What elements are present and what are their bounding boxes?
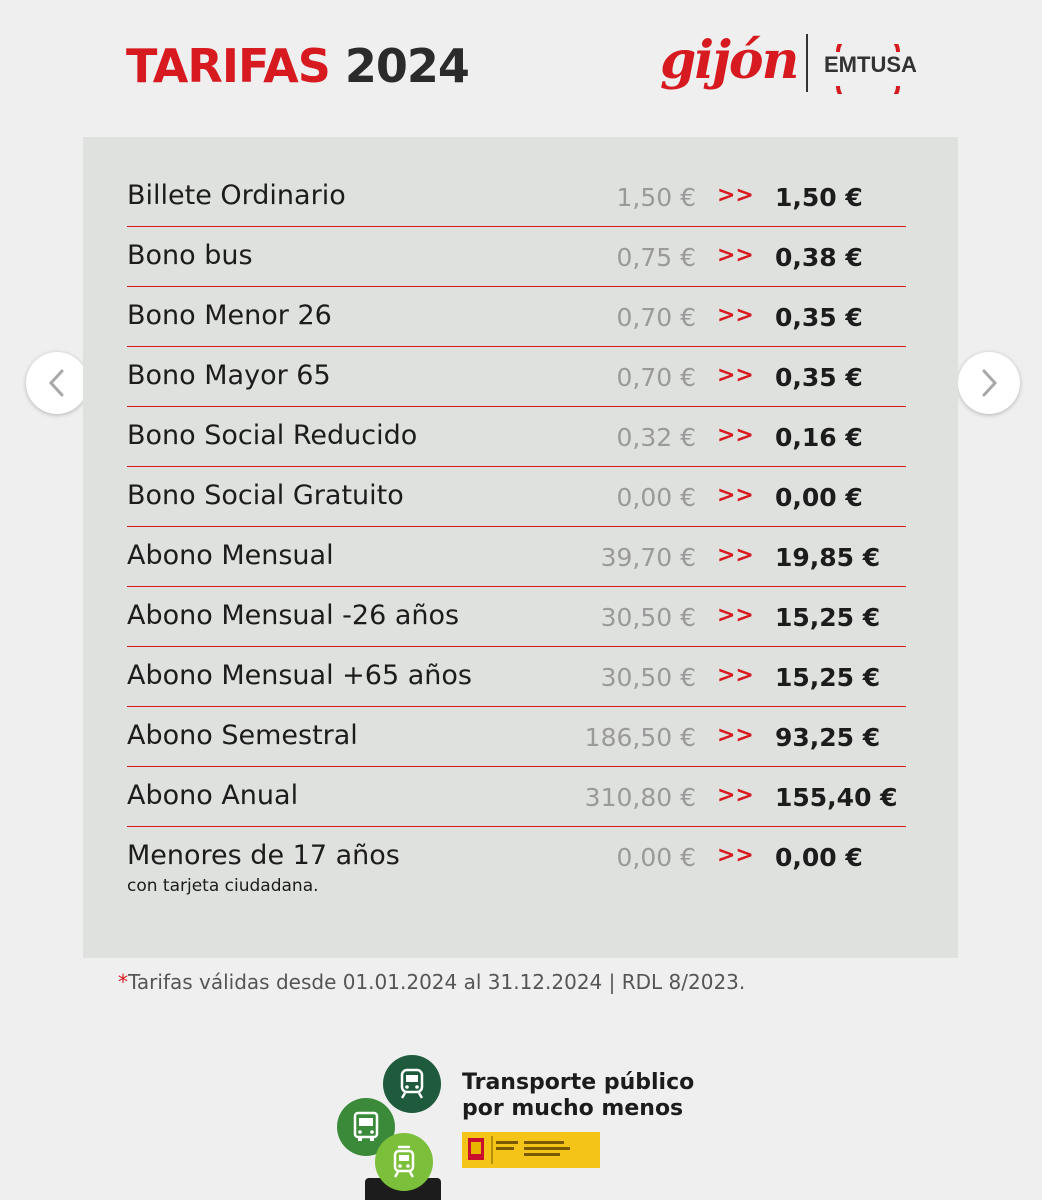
fare-new-price: 0,35 € — [775, 363, 863, 392]
fare-new-price: 19,85 € — [775, 543, 881, 572]
fare-arrow: >> — [717, 783, 754, 808]
fare-row: Billete Ordinario 1,50 € >> 1,50 € — [127, 166, 906, 227]
fare-arrow: >> — [717, 303, 754, 328]
fare-arrow: >> — [717, 183, 754, 208]
fares-panel: Billete Ordinario 1,50 € >> 1,50 € Bono … — [83, 137, 958, 958]
chevron-left-icon — [48, 369, 64, 397]
fare-new-price: 1,50 € — [775, 183, 863, 212]
fare-old-price: 30,50 € — [600, 603, 696, 632]
fare-old-price: 0,75 € — [616, 243, 696, 272]
fare-new-price: 0,35 € — [775, 303, 863, 332]
fare-arrow: >> — [717, 543, 754, 568]
fare-old-price: 0,00 € — [616, 483, 696, 512]
fare-arrow: >> — [717, 483, 754, 508]
fare-new-price: 15,25 € — [775, 603, 881, 632]
fare-old-price: 0,32 € — [616, 423, 696, 452]
fare-arrow: >> — [717, 723, 754, 748]
fare-row: Menores de 17 años con tarjeta ciudadana… — [127, 826, 906, 906]
logo-divider — [806, 34, 808, 92]
fare-name: Bono Mayor 65 — [127, 360, 331, 391]
fare-arrow: >> — [717, 603, 754, 628]
spain-government-crest-icon — [468, 1136, 570, 1164]
title-year: 2024 — [344, 39, 470, 93]
tagline-line-2: por mucho menos — [462, 1096, 684, 1121]
emtusa-logo-text: EMTUSA — [824, 52, 917, 77]
fare-name: Abono Mensual -26 años — [127, 600, 460, 631]
fare-row: Abono Mensual -26 años 30,50 € >> 15,25 … — [127, 586, 906, 647]
footnote-text: Tarifas válidas desde 01.01.2024 al 31.1… — [128, 970, 746, 994]
fare-arrow: >> — [717, 363, 754, 388]
fare-arrow: >> — [717, 243, 754, 268]
fare-arrow: >> — [717, 423, 754, 448]
fare-row: Abono Semestral 186,50 € >> 93,25 € — [127, 706, 906, 767]
fare-row: Abono Mensual 39,70 € >> 19,85 € — [127, 526, 906, 587]
fare-arrow: >> — [717, 843, 754, 868]
fare-new-price: 93,25 € — [775, 723, 881, 752]
fare-arrow: >> — [717, 663, 754, 688]
fare-new-price: 0,38 € — [775, 243, 863, 272]
title-word-tarifas: TARIFAS — [126, 39, 331, 93]
fare-old-price: 310,80 € — [584, 783, 696, 812]
fare-new-price: 15,25 € — [775, 663, 881, 692]
emtusa-logo: EMTUSA — [820, 44, 917, 94]
fare-name: Bono Social Reducido — [127, 420, 418, 451]
fare-old-price: 0,70 € — [616, 303, 696, 332]
validity-footnote: *Tarifas válidas desde 01.01.2024 al 31.… — [118, 970, 745, 994]
fare-row: Abono Mensual +65 años 30,50 € >> 15,25 … — [127, 646, 906, 707]
fare-name: Abono Anual — [127, 780, 299, 811]
fare-new-price: 155,40 € — [775, 783, 898, 812]
fare-row: Bono Social Gratuito 0,00 € >> 0,00 € — [127, 466, 906, 527]
page-title: TARIFAS 2024 — [126, 38, 470, 94]
fare-name: Abono Semestral — [127, 720, 358, 751]
footer-tagline: Transporte público por mucho menos — [462, 1070, 694, 1122]
fare-name: Menores de 17 años — [127, 840, 400, 871]
fare-new-price: 0,16 € — [775, 423, 863, 452]
fare-new-price: 0,00 € — [775, 843, 863, 872]
fare-row: Abono Anual 310,80 € >> 155,40 € — [127, 766, 906, 827]
fare-row: Bono Menor 26 0,70 € >> 0,35 € — [127, 286, 906, 347]
fare-subtitle: con tarjeta ciudadana. — [127, 876, 319, 896]
fare-name: Abono Mensual — [127, 540, 334, 571]
fare-name: Abono Mensual +65 años — [127, 660, 472, 691]
tram-icon — [375, 1133, 433, 1191]
fare-old-price: 0,00 € — [616, 843, 696, 872]
fare-old-price: 39,70 € — [600, 543, 696, 572]
gijon-logo: gijón — [660, 30, 799, 91]
tagline-line-1: Transporte público — [462, 1070, 695, 1095]
fare-row: Bono bus 0,75 € >> 0,38 € — [127, 226, 906, 287]
fare-old-price: 30,50 € — [600, 663, 696, 692]
fare-row: Bono Mayor 65 0,70 € >> 0,35 € — [127, 346, 906, 407]
fare-new-price: 0,00 € — [775, 483, 863, 512]
fare-name: Bono bus — [127, 240, 253, 271]
footnote-star: * — [118, 970, 128, 994]
fare-row: Bono Social Reducido 0,32 € >> 0,16 € — [127, 406, 906, 467]
carousel-next-button[interactable] — [958, 352, 1020, 414]
fare-name: Bono Social Gratuito — [127, 480, 404, 511]
fare-name: Billete Ordinario — [127, 180, 346, 211]
fare-old-price: 186,50 € — [584, 723, 696, 752]
train-icon — [383, 1055, 441, 1113]
spain-government-badge — [462, 1132, 600, 1168]
carousel-prev-button[interactable] — [26, 352, 88, 414]
chevron-right-icon — [982, 369, 998, 397]
fare-name: Bono Menor 26 — [127, 300, 332, 331]
fare-old-price: 0,70 € — [616, 363, 696, 392]
fare-old-price: 1,50 € — [616, 183, 696, 212]
